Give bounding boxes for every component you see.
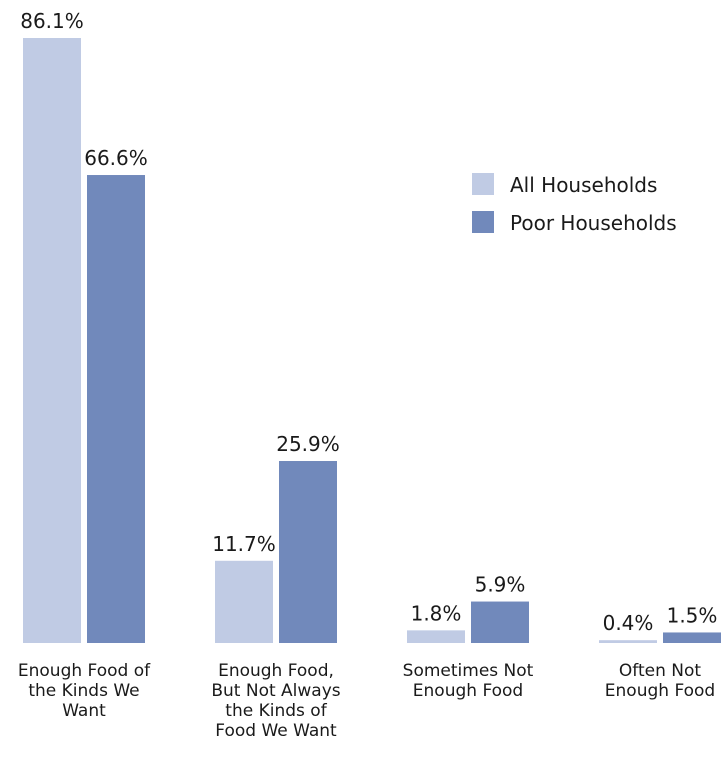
bar-poor-households-0 [87, 175, 145, 643]
legend-label-poor-households: Poor Households [510, 211, 677, 235]
data-label: 5.9% [475, 573, 526, 597]
legend-label-all-households: All Households [510, 173, 657, 197]
category-label-line: Enough Food of [18, 661, 151, 681]
legend: All Households Poor Households [472, 173, 677, 235]
category-label: Enough Food of the Kinds We Want [18, 661, 151, 721]
category-label: Often Not Enough Food [605, 661, 715, 701]
bar-poor-households-2 [471, 601, 529, 643]
bar-all-households-0 [23, 38, 81, 643]
bar-all-households-3 [599, 640, 657, 643]
value-labels-group: 86.1% 66.6% 11.7% 25.9% 1.8% 5.9% 0.4% 1.5% [20, 9, 717, 635]
bars-group [23, 38, 721, 643]
category-label: Enough Food, But Not Always the Kinds of Fo… [211, 661, 340, 741]
bar-all-households-2 [407, 630, 465, 643]
category-label-line: Enough Food [413, 681, 523, 701]
data-label: 11.7% [212, 532, 276, 556]
category-label-line: Want [62, 701, 106, 721]
legend-swatch-poor-households [472, 211, 494, 233]
category-label-line: But Not Always [211, 681, 340, 701]
data-label: 1.8% [411, 601, 462, 625]
data-label: 25.9% [276, 432, 340, 456]
data-label: 0.4% [603, 611, 654, 635]
category-label-line: the Kinds We [28, 681, 139, 701]
category-label: Sometimes Not Enough Food [403, 661, 534, 701]
legend-swatch-all-households [472, 173, 494, 195]
category-label-line: Food We Want [215, 721, 337, 741]
bar-all-households-1 [215, 560, 273, 643]
data-label: 1.5% [667, 603, 718, 627]
category-label-line: the Kinds of [225, 701, 327, 721]
category-label-line: Enough Food, [218, 661, 334, 681]
bar-poor-households-3 [663, 632, 721, 643]
category-label-line: Often Not [619, 661, 701, 681]
category-label-line: Sometimes Not [403, 661, 534, 681]
data-label: 86.1% [20, 9, 84, 33]
category-label-line: Enough Food [605, 681, 715, 701]
bar-poor-households-1 [279, 461, 337, 643]
data-label: 66.6% [84, 146, 148, 170]
